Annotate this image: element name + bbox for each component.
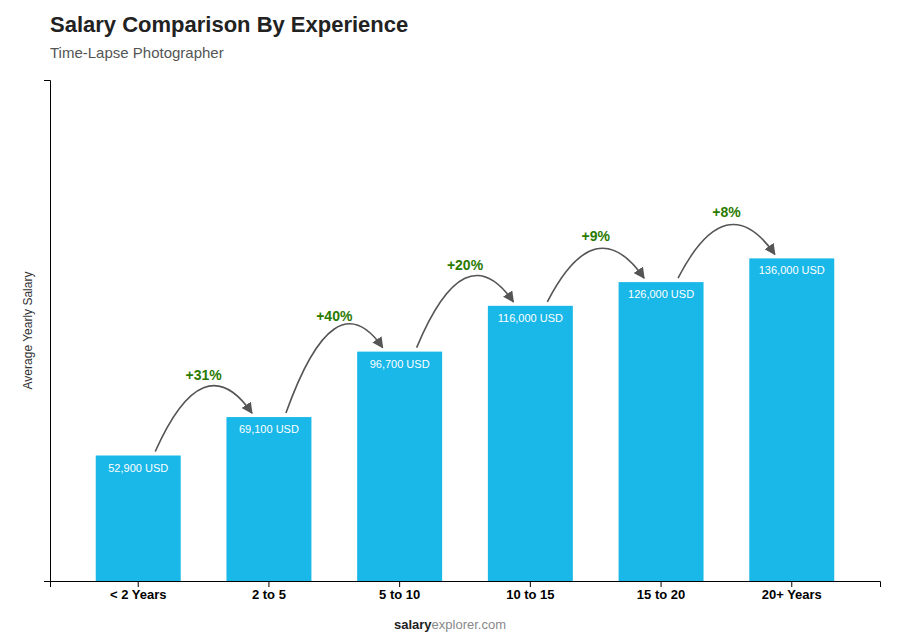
- annotation: +40%: [316, 308, 353, 324]
- footer: salaryexplorer.com: [394, 617, 506, 632]
- x-tick: 20+ Years: [762, 581, 822, 602]
- annotation: +20%: [447, 257, 484, 273]
- y-label: Average Yearly Salary: [21, 272, 35, 390]
- x-tick-mark: [399, 581, 400, 587]
- bar: [749, 258, 834, 581]
- x-tick-label: 10 to 15: [506, 587, 554, 602]
- x-tick-mark: [530, 581, 531, 587]
- x-axis-line: [51, 582, 881, 588]
- x-axis: < 2 Years 2 to 5 5 to 10 10 to 15 15 to 20 20…: [51, 581, 881, 602]
- x-tick: < 2 Years: [110, 581, 167, 602]
- bar: [226, 417, 311, 581]
- plot: < 2 Years 2 to 5 5 to 10 10 to 15 15 to 20 20…: [44, 81, 881, 603]
- annotation-arrow: [417, 275, 514, 347]
- data-label: 96,700 USD: [370, 358, 430, 370]
- data-labels: 52,900 USD 69,100 USD 96,700 USD 116,000 US…: [108, 264, 825, 473]
- annotation-arrow: [678, 224, 775, 278]
- x-tick-label: 20+ Years: [762, 587, 822, 602]
- x-tick-mark: [138, 581, 139, 587]
- x-tick-label: < 2 Years: [110, 587, 167, 602]
- annotation-arrow: [155, 386, 252, 452]
- bar: [96, 456, 181, 581]
- footer-part: explorer.com: [432, 617, 506, 632]
- bar: [619, 282, 704, 581]
- data-label: 116,000 USD: [498, 312, 563, 324]
- x-tick-mark: [661, 581, 662, 587]
- x-tick: 2 to 5: [252, 581, 286, 602]
- annotations: +31% +40% +20% +9% +8%: [155, 204, 775, 451]
- chart: Salary Comparison By Experience Time-Laps…: [0, 0, 900, 641]
- annotation-arrow: [286, 324, 383, 413]
- bars: [96, 258, 835, 581]
- footer-part: salary: [394, 617, 432, 632]
- y-axis-line: [44, 81, 51, 582]
- data-label: 136,000 USD: [759, 264, 825, 276]
- y-axis: [44, 81, 51, 582]
- annotation-arrow: [547, 248, 644, 302]
- data-label: 69,100 USD: [239, 423, 299, 435]
- x-tick-mark: [268, 581, 269, 587]
- x-tick: 10 to 15: [506, 581, 554, 602]
- data-label: 126,000 USD: [628, 288, 694, 300]
- title: Salary Comparison By Experience: [50, 12, 408, 37]
- x-tick-label: 2 to 5: [252, 587, 286, 602]
- annotation: +9%: [581, 228, 610, 244]
- x-tick-mark: [791, 581, 792, 587]
- annotation: +8%: [712, 204, 741, 220]
- data-label: 52,900 USD: [108, 462, 168, 474]
- annotation: +31%: [185, 367, 222, 383]
- subtitle: Time-Lapse Photographer: [50, 44, 224, 61]
- x-tick-label: 15 to 20: [637, 587, 685, 602]
- x-tick: 15 to 20: [637, 581, 685, 602]
- x-tick-label: 5 to 10: [379, 587, 420, 602]
- bar: [488, 306, 573, 581]
- bar: [357, 352, 442, 581]
- x-tick: 5 to 10: [379, 581, 420, 602]
